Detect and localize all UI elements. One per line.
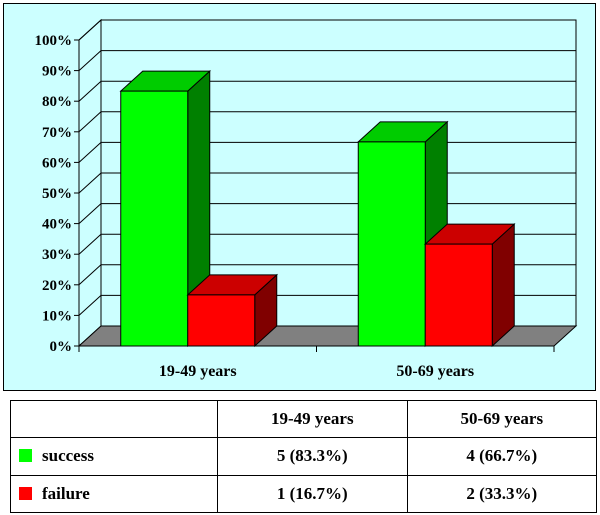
gridline — [78, 80, 576, 102]
y-tick-label: 100% — [35, 33, 73, 49]
bar-side-failure — [491, 222, 515, 348]
y-tick-label: 80% — [42, 94, 72, 110]
table-header-19-49: 19-49 years — [217, 399, 408, 439]
table-row-success: success 5 (83.3%) 4 (66.7%) — [10, 437, 597, 476]
cell-success-19-49: 5 (83.3%) — [217, 437, 408, 476]
bar-failure — [187, 294, 256, 347]
bar-success — [357, 141, 426, 347]
x-category-label: 19-49 years — [159, 363, 237, 380]
y-tick-label: 90% — [42, 64, 72, 80]
cell-failure-50-69: 2 (33.3%) — [406, 474, 597, 514]
bar-chart: 0% 10% 20% 30% 40% 50% 60% 70% 80% 90% 100% 19-49 y… — [35, 18, 578, 380]
x-category-label: 50-69 years — [396, 363, 474, 380]
legend-swatch-failure — [19, 486, 32, 500]
data-table: 19-49 years 50-69 years success 5 (83.3%… — [10, 399, 597, 514]
table-header-50-69: 50-69 years — [406, 399, 597, 439]
gridline — [78, 111, 576, 133]
y-tick-label: 70% — [42, 125, 72, 141]
bar-failure — [424, 243, 493, 347]
cell-failure-19-49: 1 (16.7%) — [217, 474, 408, 514]
table-row-failure: failure 1 (16.7%) 2 (33.3%) — [10, 474, 597, 514]
y-tick-label: 30% — [42, 247, 72, 263]
y-tick-label: 60% — [42, 155, 72, 171]
y-tick-label: 50% — [42, 186, 72, 202]
gridline — [78, 19, 576, 41]
y-tick-label: 10% — [42, 308, 72, 324]
row-label-failure: failure — [10, 474, 218, 514]
chart-panel: 0% 10% 20% 30% 40% 50% 60% 70% 80% 90% 100% 19-49 y… — [3, 3, 596, 391]
table-header-blank — [10, 399, 218, 439]
y-tick-label: 40% — [42, 217, 72, 233]
table-header-row: 19-49 years 50-69 years — [10, 399, 597, 439]
row-label-success: success — [10, 437, 218, 476]
y-tick-label: 0% — [50, 339, 73, 355]
legend-swatch-success — [19, 449, 32, 463]
y-tick-label: 20% — [42, 278, 72, 294]
row-label-failure-text: failure — [42, 483, 90, 503]
row-label-success-text: success — [42, 446, 94, 466]
gridline — [78, 50, 576, 71]
bar-success — [120, 90, 189, 347]
cell-success-50-69: 4 (66.7%) — [406, 437, 597, 476]
